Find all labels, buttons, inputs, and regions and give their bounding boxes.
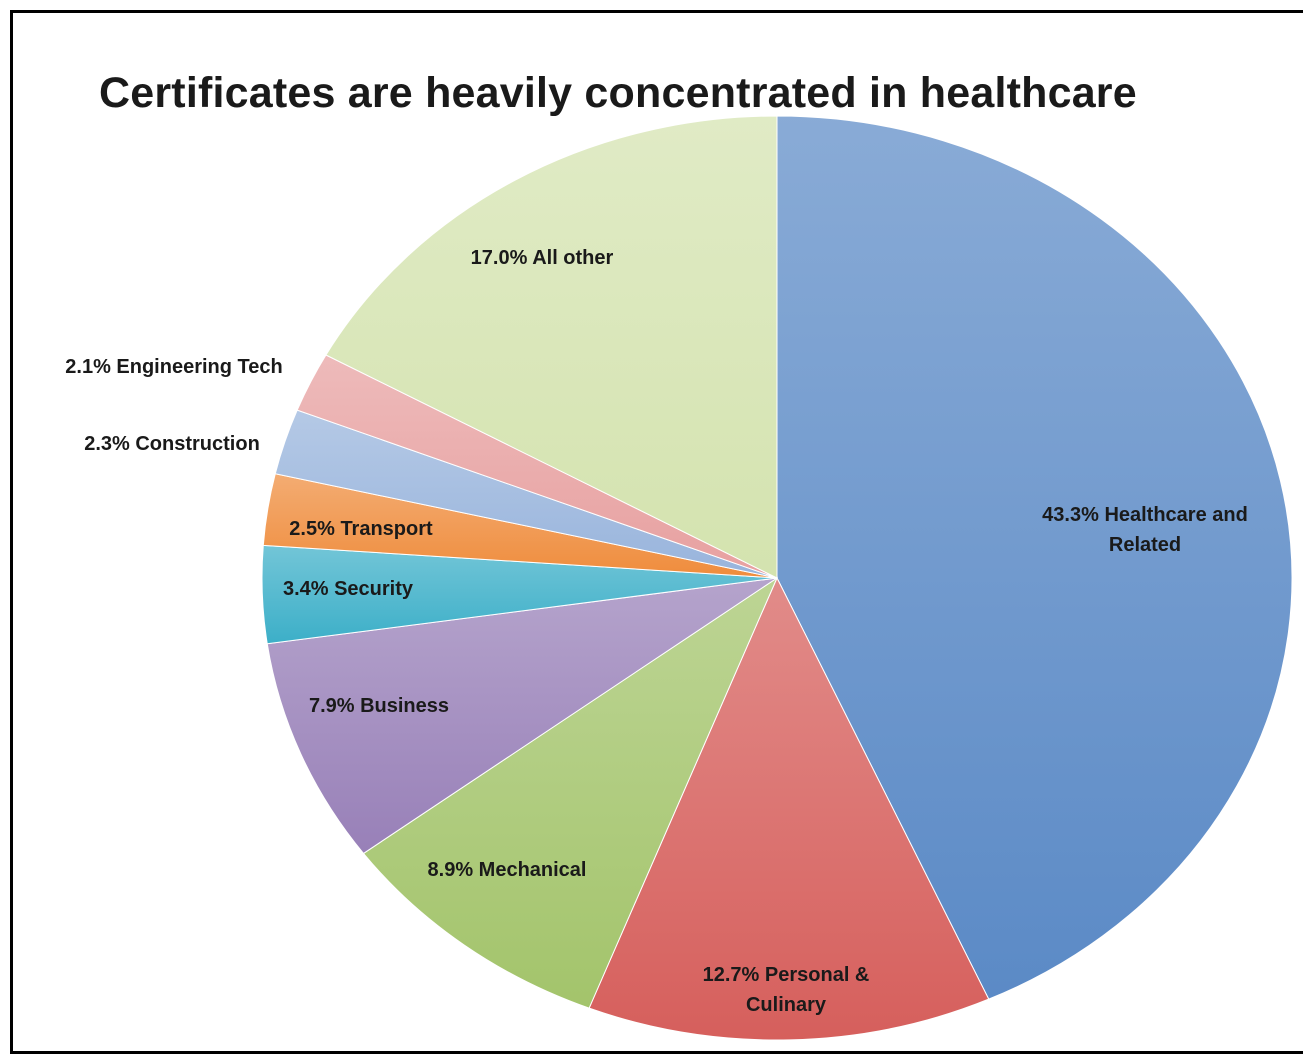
pie-slice-business [266, 577, 778, 855]
data-label-transport: 2.5% Transport [289, 518, 433, 540]
data-label-mechanical: 8.9% Mechanical [428, 859, 587, 881]
data-label-construction: 2.3% Construction [84, 433, 260, 455]
chart-title: Certificates are heavily concentrated in… [99, 69, 1137, 117]
data-label-all-other: 17.0% All other [471, 247, 614, 269]
data-label-engineering-tech: 2.1% Engineering Tech [65, 356, 282, 378]
pie-slices [261, 115, 1293, 1041]
pie-labels: 43.3% Healthcare and Related 12.7% Persona… [65, 247, 1248, 1016]
pie-slice-mechanical [362, 576, 779, 1009]
pie-slice-all-other [325, 115, 778, 579]
data-label-healthcare-and-related: 43.3% Healthcare and Related [1042, 504, 1248, 556]
pie-slice-personal-culinary [588, 576, 990, 1041]
pie-slice-healthcare-and-related [776, 115, 1293, 1000]
data-label-business: 7.9% Business [309, 695, 449, 717]
data-label-personal-culinary: 12.7% Personal & Culinary [703, 964, 870, 1016]
data-label-security: 3.4% Security [283, 578, 414, 600]
